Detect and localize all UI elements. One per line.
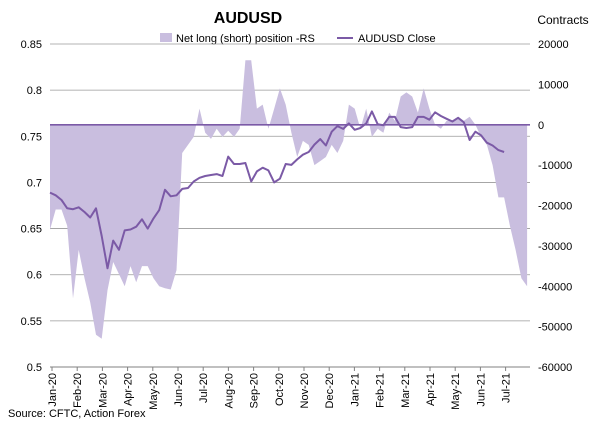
- x-tick-label: Jun-20: [173, 373, 185, 407]
- x-tick-label: Jan-21: [349, 373, 361, 407]
- right-tick-label: -30000: [538, 241, 572, 253]
- legend-label-audusd: AUDUSD Close: [358, 33, 436, 45]
- right-tick-label: -50000: [538, 322, 572, 334]
- right-axis-ticks: -60000 -50000 -40000 -30000 -20000 -10000 0 100…: [538, 39, 572, 374]
- left-tick-label: 0.6: [27, 270, 42, 282]
- x-tick-label: Mar-21: [400, 373, 412, 408]
- x-tick-label: Jul-20: [198, 373, 210, 403]
- right-tick-label: 10000: [538, 79, 569, 91]
- left-tick-label: 0.85: [21, 39, 42, 51]
- x-tick-label: May-21: [450, 373, 462, 410]
- legend-swatch-net-position: [160, 33, 172, 42]
- right-tick-label: 0: [538, 120, 544, 132]
- left-tick-label: 0.75: [21, 131, 42, 143]
- chart-title: AUDUSD: [214, 10, 282, 27]
- left-tick-label: 0.7: [27, 177, 42, 189]
- x-tick-label: Oct-20: [274, 373, 286, 406]
- right-tick-label: -20000: [538, 201, 572, 213]
- legend: Net long (short) position -RS AUDUSD Clo…: [160, 33, 436, 45]
- x-tick-label: Apr-21: [425, 373, 437, 406]
- x-tick-label: Sep-20: [249, 373, 261, 408]
- x-tick-label: Nov-20: [299, 373, 311, 408]
- left-axis-ticks: 0.5 0.55 0.6 0.65 0.7 0.75 0.8 0.85: [21, 39, 42, 374]
- x-tick-label: May-20: [148, 373, 160, 410]
- x-tick-label: Jul-21: [501, 373, 513, 403]
- right-tick-label: -60000: [538, 362, 572, 374]
- x-tick-label: Feb-20: [72, 373, 84, 408]
- x-tick-label: Aug-20: [223, 373, 235, 408]
- x-tick-label: Jun-21: [475, 373, 487, 407]
- x-tick-label: Mar-20: [97, 373, 109, 408]
- source-note: Source: CFTC, Action Forex: [8, 408, 146, 420]
- right-tick-label: -10000: [538, 160, 572, 172]
- left-tick-label: 0.8: [27, 85, 42, 97]
- x-tick-label: Jan-20: [47, 373, 59, 407]
- right-axis-label: Contracts: [537, 13, 588, 27]
- left-tick-label: 0.65: [21, 224, 42, 236]
- right-tick-label: 20000: [538, 39, 569, 51]
- left-tick-label: 0.55: [21, 316, 42, 328]
- x-tick-label: Dec-20: [324, 373, 336, 408]
- x-tick-label: Feb-21: [375, 373, 387, 408]
- audusd-close-line: [49, 110, 505, 270]
- right-tick-label: -40000: [538, 281, 572, 293]
- x-axis-ticks: Jan-20 Feb-20 Mar-20 Apr-20 May-20 Jun-20 Jul-…: [47, 367, 513, 410]
- net-position-area: [50, 60, 528, 339]
- x-tick-label: Apr-20: [123, 373, 135, 406]
- left-tick-label: 0.5: [27, 362, 42, 374]
- legend-label-net-position: Net long (short) position -RS: [176, 33, 315, 45]
